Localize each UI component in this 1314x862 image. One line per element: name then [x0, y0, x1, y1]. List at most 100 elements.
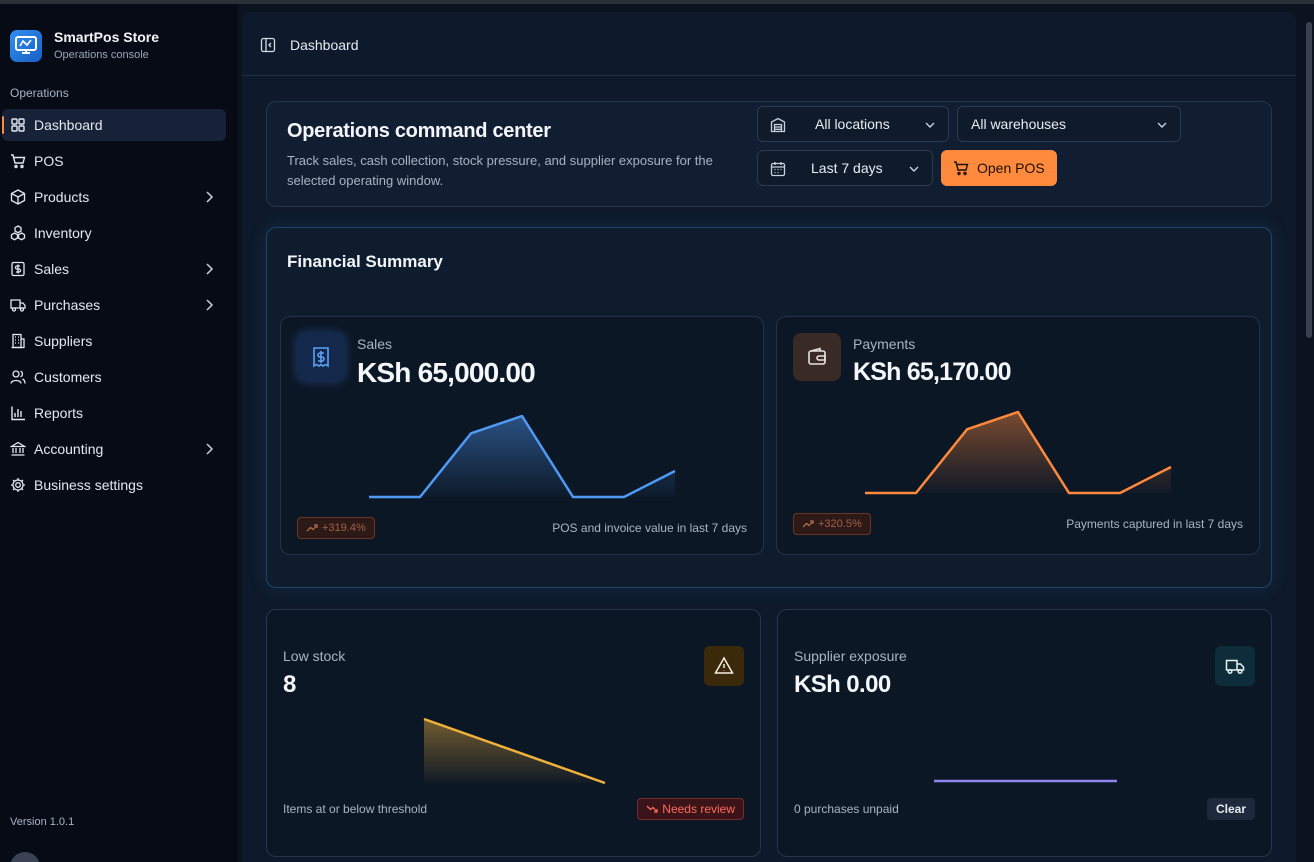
payments-metric-card[interactable]: Payments KSh 65,170.00 +320.5% Payments …	[776, 316, 1260, 555]
payments-change-badge: +320.5%	[793, 513, 871, 535]
users-icon	[10, 369, 26, 385]
command-center-title: Operations command center	[287, 120, 551, 142]
scrollbar-thumb[interactable]	[1306, 22, 1312, 338]
chevron-right-icon	[206, 263, 214, 275]
clear-badge[interactable]: Clear	[1206, 798, 1255, 820]
period-select-value: Last 7 days	[811, 160, 883, 176]
sidebar-section-label: Operations	[10, 86, 69, 100]
location-select[interactable]: All locations	[757, 106, 949, 142]
trend-down-icon	[646, 805, 658, 813]
payments-label: Payments	[853, 336, 916, 352]
chevron-down-icon	[1157, 122, 1167, 128]
command-center-description: Track sales, cash collection, stock pres…	[287, 153, 713, 188]
sidebar-item-customers[interactable]: Customers	[2, 361, 226, 393]
open-pos-label: Open POS	[977, 160, 1045, 176]
chevron-down-icon	[909, 166, 919, 172]
brand-logo-icon	[10, 30, 42, 62]
sidebar-item-label: Customers	[34, 369, 102, 385]
box-icon	[10, 189, 26, 205]
sidebar-item-reports[interactable]: Reports	[2, 397, 226, 429]
low-stock-footnote: Items at or below threshold	[283, 802, 428, 816]
dollar-receipt-icon	[297, 333, 345, 381]
location-select-value: All locations	[815, 116, 890, 132]
brand[interactable]: SmartPos Store Operations console	[10, 29, 159, 63]
sales-trend-area	[369, 416, 675, 497]
needs-review-badge[interactable]: Needs review	[637, 798, 744, 820]
sidebar-item-label: Suppliers	[34, 333, 93, 349]
calendar-icon	[770, 162, 786, 177]
scrollbar-track[interactable]	[1304, 12, 1314, 862]
open-pos-button[interactable]: Open POS	[941, 150, 1057, 186]
dollar-receipt-icon	[10, 261, 26, 277]
supplier-exposure-card[interactable]: Supplier exposure KSh 0.00 0 purchases u…	[777, 609, 1272, 857]
sales-change-text: +319.4%	[322, 522, 366, 534]
sidebar-item-label: Business settings	[34, 477, 143, 493]
sidebar-item-suppliers[interactable]: Suppliers	[2, 325, 226, 357]
payments-value: KSh 65,170.00	[853, 358, 1012, 386]
supplier-exposure-footnote: 0 purchases unpaid	[794, 802, 899, 816]
financial-summary-panel: Financial Summary Sales KSh 65,000.00 +3…	[266, 227, 1272, 588]
sales-value: KSh 65,000.00	[357, 357, 536, 388]
cart-icon	[10, 153, 26, 169]
app-version: Version 1.0.1	[10, 816, 75, 828]
payments-trend-sparkline	[865, 410, 1172, 495]
building-icon	[10, 333, 26, 349]
sidebar-item-sales[interactable]: Sales	[2, 253, 226, 285]
sidebar-item-label: Purchases	[34, 297, 101, 313]
window-top-border	[0, 0, 1314, 4]
sidebar-item-label: Inventory	[34, 225, 92, 241]
period-select[interactable]: Last 7 days	[757, 150, 933, 186]
sidebar-item-label: Sales	[34, 261, 70, 277]
sidebar: SmartPos Store Operations console Operat…	[0, 4, 238, 862]
truck-icon	[10, 297, 26, 313]
wallet-icon	[793, 333, 841, 381]
sidebar-item-pos[interactable]: POS	[2, 145, 226, 177]
warehouse-select[interactable]: All warehouses	[957, 106, 1181, 142]
grid-icon	[10, 117, 26, 133]
boxes-icon	[10, 225, 26, 241]
chevron-right-icon	[206, 443, 214, 455]
supplier-exposure-label: Supplier exposure	[794, 648, 907, 664]
needs-review-text: Needs review	[662, 802, 735, 816]
page-title: Dashboard	[290, 37, 359, 53]
warehouse-icon	[770, 117, 786, 133]
bank-icon	[10, 441, 26, 457]
sales-trend-sparkline	[369, 414, 676, 499]
sidebar-toggle-icon[interactable]	[260, 37, 276, 53]
sales-metric-card[interactable]: Sales KSh 65,000.00 +319.4% POS and invo…	[280, 316, 764, 555]
sidebar-item-business-settings[interactable]: Business settings	[2, 469, 226, 501]
supplier-exposure-trend-sparkline	[934, 779, 1117, 783]
financial-summary-title: Financial Summary	[287, 252, 443, 271]
gear-icon	[10, 477, 26, 493]
sales-trend-line	[369, 414, 676, 499]
sidebar-item-dashboard[interactable]: Dashboard	[2, 109, 226, 141]
payments-change-text: +320.5%	[818, 518, 862, 530]
payments-trend-line	[865, 410, 1172, 495]
bar-chart-icon	[10, 405, 26, 421]
sidebar-item-label: Accounting	[34, 441, 104, 457]
sidebar-item-products[interactable]: Products	[2, 181, 226, 213]
truck-icon	[1215, 646, 1255, 686]
payments-trend-area	[865, 412, 1171, 493]
sidebar-item-inventory[interactable]: Inventory	[2, 217, 226, 249]
sidebar-item-label: Dashboard	[34, 117, 103, 133]
supplier-exposure-value: KSh 0.00	[794, 671, 891, 698]
low-stock-card[interactable]: Low stock 8 Items at or below threshold …	[266, 609, 761, 857]
low-stock-trend-sparkline	[423, 717, 606, 785]
warning-icon	[704, 646, 744, 686]
warehouse-select-value: All warehouses	[971, 116, 1066, 132]
sales-label: Sales	[357, 336, 393, 352]
payments-footnote: Payments captured in last 7 days	[1066, 517, 1243, 531]
sidebar-item-accounting[interactable]: Accounting	[2, 433, 226, 465]
main-content: Dashboard Operations command center Trac…	[242, 12, 1296, 862]
sidebar-item-label: Products	[34, 189, 90, 205]
sidebar-item-purchases[interactable]: Purchases	[2, 289, 226, 321]
page-header: Dashboard	[242, 12, 1296, 76]
chevron-down-icon	[925, 122, 935, 128]
low-stock-value: 8	[283, 671, 296, 698]
low-stock-label: Low stock	[283, 648, 346, 664]
chevron-right-icon	[206, 299, 214, 311]
brand-title: SmartPos Store	[54, 29, 160, 45]
sidebar-item-label: Reports	[34, 405, 84, 421]
avatar[interactable]	[10, 852, 40, 862]
